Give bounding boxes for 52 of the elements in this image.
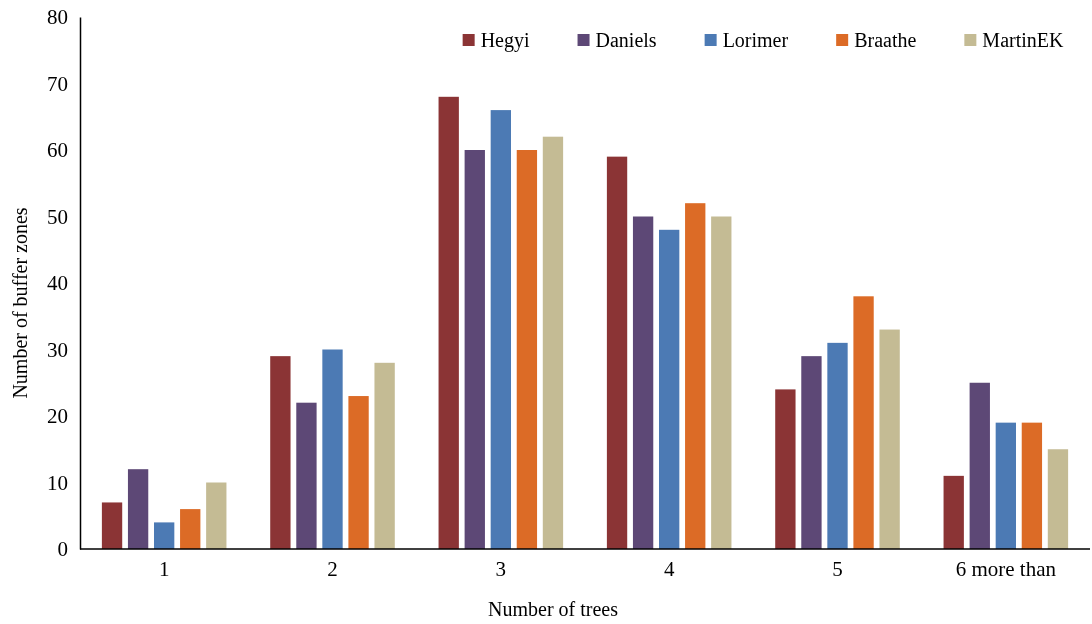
bar [1047, 449, 1069, 549]
bar [127, 469, 149, 549]
bar [270, 356, 291, 549]
legend-label: Daniels [595, 29, 657, 51]
bar [685, 203, 706, 549]
y-axis-title: Number of buffer zones [9, 207, 31, 399]
legend-label: Lorimer [722, 29, 789, 51]
bar [542, 136, 564, 549]
bar [943, 475, 964, 549]
bar [516, 150, 538, 549]
bar [659, 229, 680, 549]
bar [827, 342, 848, 549]
bar [711, 216, 732, 549]
bar [853, 296, 874, 549]
y-tick-label: 70 [47, 71, 68, 96]
bar [606, 156, 628, 549]
y-tick-label: 10 [47, 470, 68, 495]
y-tick-label: 80 [47, 5, 68, 30]
bar [969, 382, 990, 549]
bar [101, 502, 123, 549]
bar [322, 349, 343, 549]
bar [632, 216, 654, 549]
bar [879, 329, 900, 549]
bar [490, 110, 511, 549]
bar [180, 509, 201, 549]
bar [374, 362, 395, 549]
bar [206, 482, 227, 549]
y-tick-label: 40 [47, 271, 68, 296]
y-tick-label: 50 [47, 204, 68, 229]
x-tick-label: 3 [495, 556, 507, 581]
bar [296, 402, 317, 549]
bar [801, 356, 822, 549]
y-tick-label: 60 [47, 138, 68, 163]
bar [154, 522, 175, 549]
y-tick-label: 0 [57, 537, 68, 562]
bar [438, 96, 459, 549]
x-tick-label: 6 more than [955, 556, 1057, 581]
bar [1021, 422, 1043, 549]
y-tick-label: 30 [47, 337, 68, 362]
x-tick-label: 2 [327, 556, 338, 581]
legend-label: Hegyi [480, 29, 530, 52]
bar [464, 150, 485, 549]
legend-label: MartinEK [982, 29, 1064, 51]
bar [348, 396, 369, 549]
x-tick-label: 1 [158, 556, 170, 581]
legend-label: Braathe [854, 29, 917, 51]
bar [775, 389, 796, 549]
bar [995, 422, 1016, 549]
x-axis-title: Number of trees [488, 598, 619, 620]
x-tick-label: 4 [663, 556, 675, 581]
x-tick-label: 5 [832, 556, 843, 581]
y-tick-label: 20 [47, 404, 68, 429]
